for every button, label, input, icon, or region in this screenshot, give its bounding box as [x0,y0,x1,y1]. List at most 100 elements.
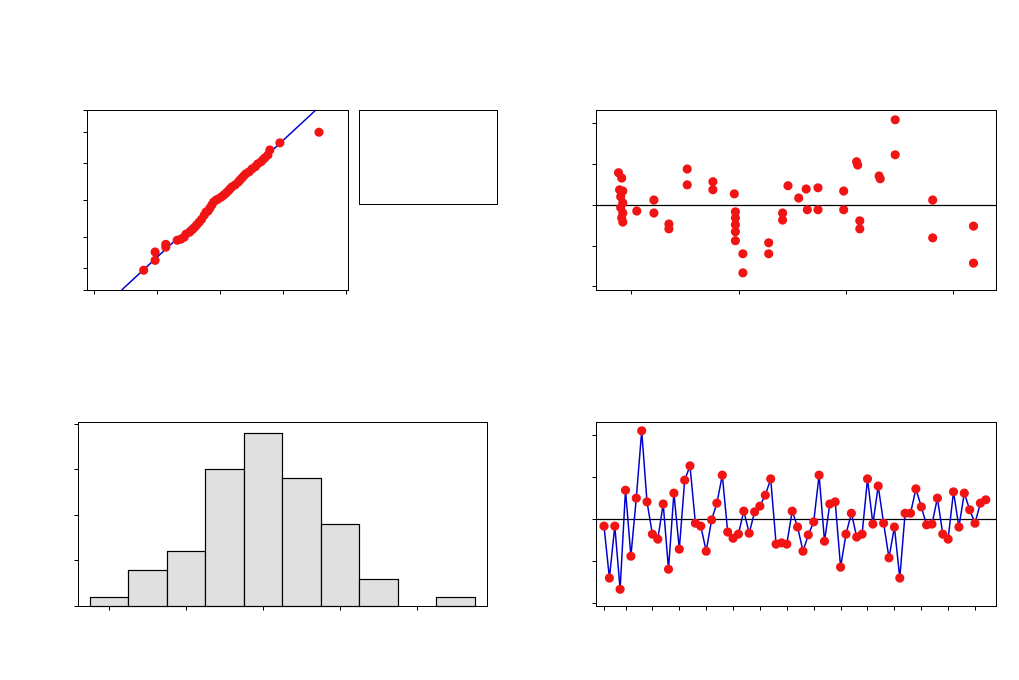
data-point [730,227,741,237]
data-point [642,497,652,507]
data-point [620,485,631,495]
data-point [707,515,717,525]
data-point [905,508,916,518]
data-point [778,215,788,225]
data-point [669,488,679,498]
histogram-bar [127,569,169,608]
histogram-bar [204,468,246,608]
data-point [778,208,788,218]
data-point [783,181,793,191]
data-point [701,546,711,556]
data-point [680,475,690,485]
data-point [649,208,659,218]
plot-frame [596,110,997,291]
histogram-bar [281,477,323,608]
data-point [631,493,641,503]
data-point [696,521,706,531]
data-point [782,539,792,549]
data-point [932,493,943,503]
plot-frame [596,422,997,607]
data-point [730,220,741,230]
data-point [265,145,275,155]
data-point [873,481,883,491]
residuals-versus-fits-plot [592,110,997,295]
data-point [803,530,813,540]
data-point [853,160,863,170]
data-point [890,150,900,160]
data-point [965,505,975,515]
data-point [755,501,765,511]
data-point [855,224,865,234]
data-point [884,553,894,563]
data-point [839,186,849,196]
data-point [968,258,979,268]
histogram-bar [358,578,400,608]
data-point [764,249,774,259]
data-point [889,522,900,532]
histogram-bar [320,523,361,608]
data-point [682,180,692,190]
data-point [954,522,964,532]
data-point [682,164,692,174]
data-point [729,189,739,199]
data-point [658,499,668,509]
data-point [814,470,824,480]
data-point [685,461,695,471]
residual-histogram [74,422,488,611]
data-point [846,508,857,518]
data-point [708,185,718,195]
data-point [764,238,774,248]
data-point [875,174,885,184]
data-point [664,224,674,234]
data-point [604,573,615,583]
data-point [813,205,823,215]
data-point [862,474,873,484]
data-point [618,217,628,227]
data-point [738,268,748,278]
data-point [839,205,849,215]
data-point [730,213,741,223]
data-point [663,564,674,574]
data-point [819,536,830,546]
data-point [855,216,865,226]
data-point [841,529,851,539]
legend-box [359,110,498,205]
data-point [857,529,867,539]
data-point [981,495,991,505]
histogram-bar [435,596,477,608]
data-point [868,519,878,529]
data-point [275,138,285,148]
data-point [599,521,609,531]
data-point [738,249,748,259]
data-point [730,236,741,246]
data-point [813,183,823,193]
histogram-bar [89,596,130,608]
data-point [879,518,889,528]
data-point [744,528,754,538]
data-point [895,573,905,583]
data-point [674,544,684,554]
data-point [150,255,160,265]
histogram-bar [243,432,284,608]
data-point [626,551,636,561]
data-point [712,498,722,508]
data-point [139,265,149,275]
data-point [150,247,160,257]
data-point [794,193,804,203]
data-point [314,127,324,137]
data-point [890,115,900,125]
data-point [610,521,620,531]
data-point [928,195,938,205]
data-point [739,506,749,516]
data-point [928,233,938,243]
data-point [970,518,980,528]
data-point [911,484,921,494]
data-point [760,490,770,500]
data-point [653,534,663,544]
data-point [766,474,776,484]
residuals-versus-order-plot [592,422,997,611]
data-point [959,488,969,498]
normal-probability-plot [83,109,498,295]
data-point [802,205,812,215]
